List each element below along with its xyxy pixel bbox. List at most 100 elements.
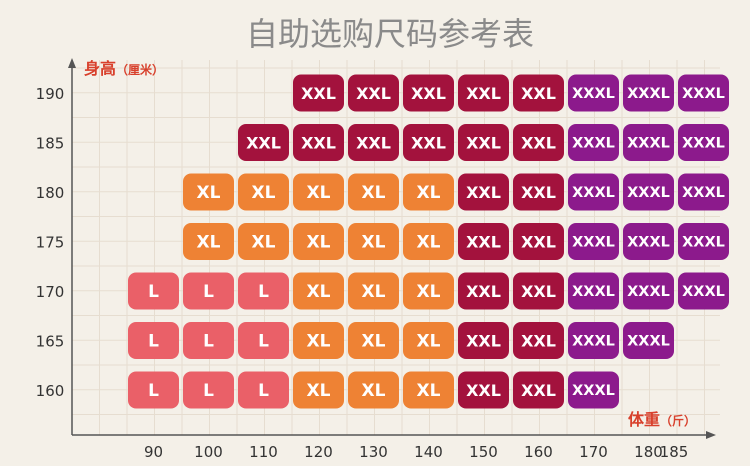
size-cell-l: L [183, 272, 234, 310]
size-cell-bg [128, 371, 179, 409]
size-cell-label: XL [307, 381, 331, 401]
size-cell-l: L [238, 322, 289, 359]
x-tick-label: 170 [579, 443, 608, 461]
size-cell-xxxl: XXXL [678, 124, 729, 161]
x-tick-label: 150 [469, 443, 498, 461]
size-cell-label: XL [362, 183, 386, 203]
size-cell-xxxl: XXXL [568, 124, 619, 161]
size-cell-label: XL [417, 332, 441, 352]
x-tick-label: 185 [660, 443, 689, 461]
size-cell-label: XXXL [682, 136, 725, 152]
size-cell-bg [293, 272, 344, 310]
size-cell-xxl: XXL [293, 74, 344, 112]
size-cell-bg [458, 223, 509, 260]
size-cell-xl: XL [403, 322, 454, 359]
x-tick-label: 110 [249, 443, 278, 461]
size-cells: XXL XXL XXL XXL XXL XXXL XXXL XXXL XXL XXL XXL XXL X… [128, 74, 729, 409]
size-cell-bg [183, 371, 234, 409]
y-tick-label: 160 [36, 382, 65, 400]
size-cell-l: L [128, 322, 179, 359]
size-cell-xxl: XXL [238, 124, 289, 161]
size-cell-bg [238, 272, 289, 310]
size-cell-label: XXXL [682, 86, 725, 102]
size-cell-xxl: XXL [513, 74, 564, 112]
size-cell-bg [128, 322, 179, 359]
size-cell-label: XL [362, 381, 386, 401]
size-cell-bg [678, 272, 729, 310]
size-cell-label: XXL [466, 381, 501, 400]
y-tick-label: 175 [36, 234, 65, 252]
size-cell-bg [238, 371, 289, 409]
size-cell-label: XL [307, 282, 331, 302]
size-cell-xl: XL [348, 371, 399, 409]
size-cell-label: XXXL [572, 383, 615, 399]
size-cell-bg [678, 124, 729, 161]
y-tick-label: 170 [36, 283, 65, 301]
size-cell-xxl: XXL [293, 124, 344, 161]
size-cell-xxl: XXL [348, 124, 399, 161]
size-cell-label: XL [362, 332, 386, 352]
size-cell-xxl: XXL [513, 322, 564, 359]
size-cell-bg [183, 322, 234, 359]
size-cell-label: XXL [246, 133, 281, 152]
x-axis-unit: （斤） [660, 413, 696, 428]
x-tick-label: 130 [359, 443, 388, 461]
size-cell-xxxl: XXXL [568, 371, 619, 409]
size-cell-xxl: XXL [403, 124, 454, 161]
size-cell-label: XXL [356, 133, 391, 152]
size-cell-xxl: XXL [458, 322, 509, 359]
size-cell-label: XXL [466, 331, 501, 350]
size-cell-label: XXXL [572, 334, 615, 350]
size-cell-label: L [148, 282, 159, 302]
size-cell-label: L [203, 381, 214, 401]
size-cell-xl: XL [403, 223, 454, 260]
size-cell-label: XL [252, 183, 276, 203]
size-cell-xxxl: XXXL [623, 124, 674, 161]
size-cell-label: XXXL [572, 136, 615, 152]
size-cell-xl: XL [293, 223, 344, 260]
size-cell-xl: XL [403, 272, 454, 310]
size-cell-xxxl: XXXL [678, 272, 729, 310]
size-cell-bg [458, 173, 509, 211]
size-cell-bg [238, 173, 289, 211]
size-cell-label: XXXL [627, 284, 670, 300]
size-cell-label: XXL [466, 133, 501, 152]
size-cell-label: XL [417, 233, 441, 253]
size-cell-label: XXXL [682, 185, 725, 201]
size-cell-xl: XL [403, 173, 454, 211]
size-cell-xxl: XXL [513, 272, 564, 310]
size-cell-label: XXL [466, 282, 501, 301]
size-cell-bg [348, 74, 399, 112]
size-cell-label: XXL [521, 282, 556, 301]
size-cell-label: XL [362, 233, 386, 253]
size-cell-label: L [258, 282, 269, 302]
size-cell-label: L [203, 282, 214, 302]
size-cell-bg [293, 371, 344, 409]
size-cell-bg [568, 223, 619, 260]
y-axis-unit: （厘米） [116, 62, 164, 77]
y-tick-label: 165 [36, 333, 65, 351]
x-tick-label: 100 [194, 443, 223, 461]
size-cell-bg [623, 173, 674, 211]
size-cell-bg [568, 272, 619, 310]
size-cell-label: L [258, 381, 269, 401]
size-cell-xl: XL [183, 223, 234, 260]
size-cell-xxl: XXL [513, 173, 564, 211]
size-cell-bg [403, 223, 454, 260]
size-cell-label: XXL [466, 183, 501, 202]
size-cell-bg [513, 124, 564, 161]
size-cell-label: XXL [411, 84, 446, 103]
size-cell-label: XXXL [682, 235, 725, 251]
size-cell-bg [348, 173, 399, 211]
x-axis-label-text: 体重 [628, 410, 660, 429]
size-cell-xxl: XXL [458, 371, 509, 409]
size-cell-label: XXXL [627, 334, 670, 350]
size-cell-bg [238, 322, 289, 359]
size-cell-bg [293, 124, 344, 161]
size-cell-bg [348, 223, 399, 260]
size-cell-bg [348, 124, 399, 161]
size-cell-xl: XL [293, 272, 344, 310]
size-cell-bg [183, 223, 234, 260]
size-cell-bg [513, 322, 564, 359]
